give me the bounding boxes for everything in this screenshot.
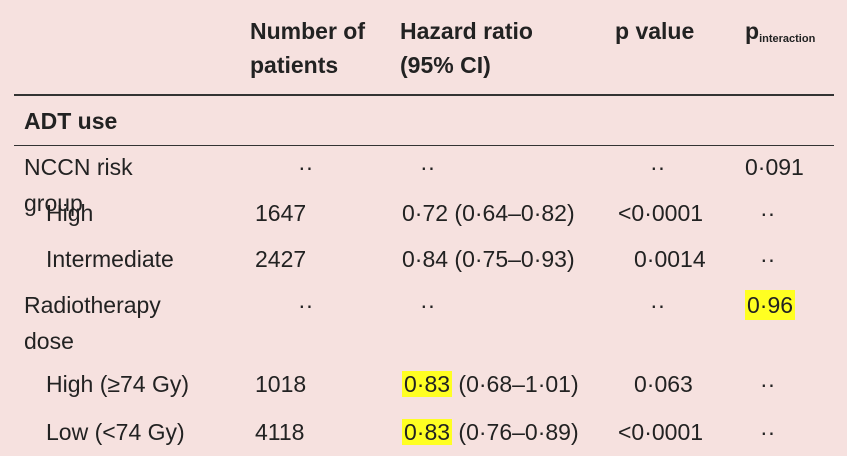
row-label: NCCN risk group (24, 154, 133, 216)
p-interaction: 0·96 (745, 290, 796, 320)
header: p value (615, 18, 695, 44)
p-value: <0·0001 (618, 200, 704, 226)
row-label: Radiotherapy dose (24, 292, 161, 354)
p-value: 0·063 (634, 371, 693, 397)
hr-ci: (0·64–0·82) (448, 200, 575, 226)
header: pinteraction (745, 14, 815, 56)
hr-estimate: ·· (420, 292, 436, 318)
hr-ci: (0·75–0·93) (448, 246, 575, 272)
patients: ·· (298, 292, 314, 318)
patients: 2427 (255, 246, 307, 272)
p-value: <0·0001 (618, 419, 704, 445)
hr-estimate: 0·83 (402, 419, 453, 445)
hazard-ratio: 0·72 (0·64–0·82) (402, 198, 575, 228)
row-label: Intermediate (46, 246, 174, 272)
rule (14, 94, 834, 96)
hazard-ratio: 0·84 (0·75–0·93) (402, 244, 575, 274)
section-title: ADT use (24, 108, 118, 134)
rule (14, 145, 834, 146)
hazard-ratio: 0·83 (0·76–0·89) (402, 417, 579, 447)
patients: 1647 (255, 200, 307, 226)
hr-estimate: 0·84 (402, 246, 449, 272)
p-interaction: ·· (760, 200, 776, 226)
hazard-ratio: 0·83 (0·68–1·01) (402, 369, 579, 399)
header: Number of patients (250, 18, 365, 78)
hr-ci: (0·68–1·01) (452, 371, 579, 397)
p-interaction: ·· (760, 371, 776, 397)
header-p: p (745, 18, 760, 44)
row-label: Low (<74 Gy) (46, 419, 185, 445)
p-interaction: 0·091 (745, 154, 804, 180)
p-value: ·· (650, 292, 666, 318)
patients: 1018 (255, 371, 307, 397)
hr-estimate: 0·72 (402, 200, 449, 226)
patients: ·· (298, 154, 314, 180)
hazard-ratio: ·· (420, 152, 435, 182)
p-interaction: ·· (760, 419, 776, 445)
row-label: High (≥74 Gy) (46, 371, 189, 397)
hr-estimate: ·· (420, 154, 436, 180)
hazard-ratio: ·· (420, 290, 435, 320)
hr-estimate: 0·83 (402, 371, 453, 397)
p-interaction: ·· (760, 246, 776, 272)
row-label: High (46, 200, 94, 226)
header: Hazard ratio (95% CI) (400, 18, 533, 78)
patients: 4118 (255, 419, 305, 445)
p-value: 0·0014 (634, 246, 706, 272)
header-sub: interaction (759, 33, 816, 45)
hr-ci: (0·76–0·89) (452, 419, 579, 445)
p-value: ·· (650, 154, 666, 180)
